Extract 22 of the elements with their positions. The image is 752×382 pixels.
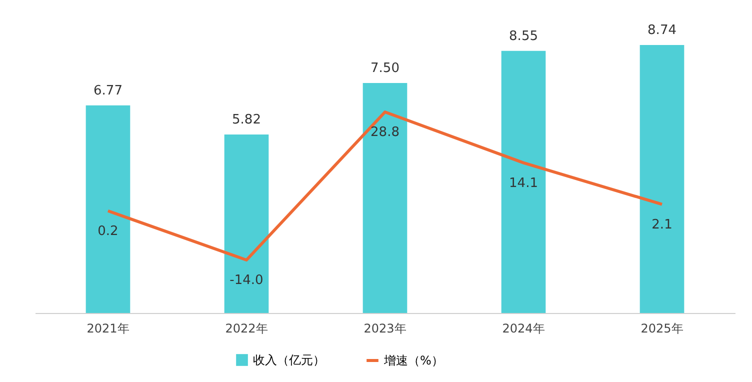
legend-label: 收入（亿元） — [253, 353, 325, 367]
data-label: 2.1 — [652, 217, 672, 232]
data-label: 7.50 — [370, 61, 400, 76]
data-label: -14.0 — [230, 273, 264, 288]
x-tick-label: 2021年 — [86, 322, 130, 336]
data-label: 5.82 — [232, 112, 261, 128]
data-label: 28.8 — [370, 125, 400, 140]
bar — [640, 45, 684, 313]
legend-label: 增速（%） — [383, 354, 444, 368]
bar — [362, 83, 408, 313]
x-tick-label: 2024年 — [502, 322, 545, 336]
x-tick-label: 2022年 — [225, 322, 268, 336]
bar — [224, 134, 269, 313]
x-tick-label: 2025年 — [640, 322, 684, 336]
x-tick-label: 2023年 — [364, 322, 406, 336]
data-label: 6.77 — [94, 83, 122, 98]
data-label: 8.74 — [648, 23, 676, 38]
data-label: 0.2 — [98, 224, 118, 239]
data-label: 8.55 — [509, 28, 538, 44]
bar — [501, 50, 546, 313]
data-label: 14.1 — [509, 176, 538, 191]
bar — [86, 105, 130, 313]
